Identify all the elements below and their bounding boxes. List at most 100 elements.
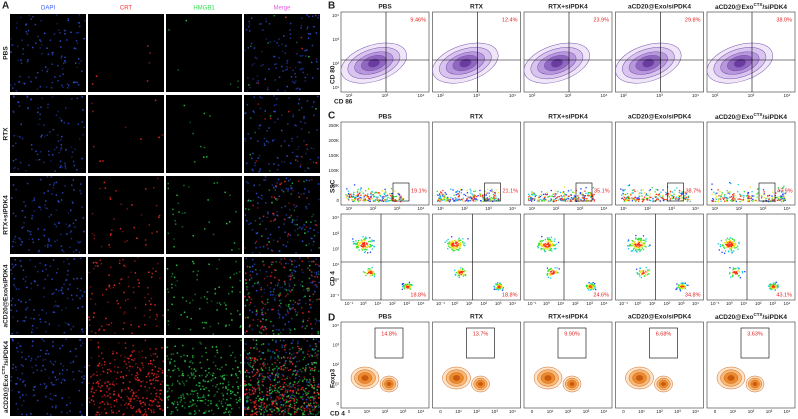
micro-signal [109, 198, 112, 200]
micro-signal [286, 309, 289, 311]
micro-signal [161, 399, 163, 402]
event [448, 241, 451, 243]
event [736, 191, 739, 193]
micro-signal [51, 96, 54, 98]
micro-signal [288, 209, 291, 211]
event [729, 196, 731, 198]
event [463, 271, 466, 273]
micro-signal [70, 230, 72, 232]
micro-signal [11, 273, 13, 275]
event [366, 249, 368, 251]
micro-signal [34, 42, 37, 44]
event [731, 195, 733, 198]
micro-signal [295, 205, 298, 207]
micro-signal [251, 157, 253, 160]
event [548, 244, 550, 246]
event [354, 242, 356, 244]
event [665, 194, 667, 196]
micro-signal [96, 371, 98, 373]
micro-signal [74, 148, 76, 151]
event [547, 246, 549, 248]
micro-signal [21, 227, 23, 229]
micro-signal [282, 356, 285, 358]
micro-signal [34, 358, 37, 361]
event [630, 194, 632, 196]
micro-signal [289, 279, 291, 281]
event [363, 248, 365, 251]
event [743, 190, 745, 193]
micro-signal [194, 293, 196, 296]
micro-signal [248, 223, 250, 226]
micro-signal [306, 353, 309, 356]
micro-signal [10, 299, 13, 302]
micro-signal [303, 402, 305, 405]
micro-signal [302, 398, 304, 401]
event [453, 199, 456, 202]
event [407, 287, 409, 289]
event [348, 199, 350, 201]
micro-signal [283, 257, 286, 260]
event [645, 238, 647, 240]
micro-signal [191, 399, 194, 401]
micro-signal [282, 190, 285, 193]
micro-signal [81, 305, 84, 308]
micro-signal [44, 204, 46, 206]
micro-signal [304, 392, 307, 394]
micro-signal [258, 375, 260, 378]
micro-signal [293, 266, 296, 268]
micro-signal [33, 210, 36, 212]
micro-signal [171, 402, 174, 404]
event [497, 198, 499, 201]
micro-signal [313, 377, 315, 380]
event [493, 288, 496, 291]
event [539, 243, 541, 246]
micro-signal [274, 367, 276, 370]
micro-signal [52, 128, 55, 131]
micro-signal [40, 40, 42, 43]
event [555, 199, 558, 202]
micro-signal [24, 82, 26, 85]
micro-signal [158, 367, 160, 369]
micro-signal [215, 346, 218, 348]
event [372, 194, 374, 196]
event [377, 199, 380, 201]
micro-signal [50, 87, 53, 89]
micro-signal [248, 20, 250, 23]
micro-signal [261, 399, 263, 401]
event [641, 243, 643, 245]
event [495, 196, 497, 198]
event [550, 273, 552, 275]
micro-signal [115, 383, 118, 385]
event [717, 189, 719, 191]
micro-signal [284, 399, 286, 401]
micro-signal [293, 413, 296, 415]
event [553, 244, 555, 246]
micro-signal [293, 407, 295, 409]
micro-signal [314, 284, 316, 286]
micro-signal [307, 363, 309, 366]
event [470, 190, 472, 192]
event [381, 190, 383, 192]
micro-signal [155, 348, 157, 350]
micro-signal [266, 391, 269, 393]
micro-signal [246, 409, 248, 411]
micro-signal [107, 301, 109, 304]
micro-signal [154, 365, 156, 368]
event [560, 199, 562, 202]
event [360, 248, 363, 250]
event [649, 199, 651, 202]
event [407, 284, 409, 286]
micro-signal [131, 366, 134, 368]
micro-signal [295, 391, 298, 393]
micro-signal [304, 327, 307, 330]
micro-signal [308, 414, 310, 416]
event [649, 196, 651, 198]
micro-signal [300, 128, 303, 130]
micro-signal [277, 282, 279, 284]
micro-signal [285, 289, 288, 291]
event [720, 194, 722, 197]
event [474, 198, 476, 200]
micro-signal [30, 18, 32, 20]
event [549, 239, 551, 242]
event [759, 194, 761, 196]
